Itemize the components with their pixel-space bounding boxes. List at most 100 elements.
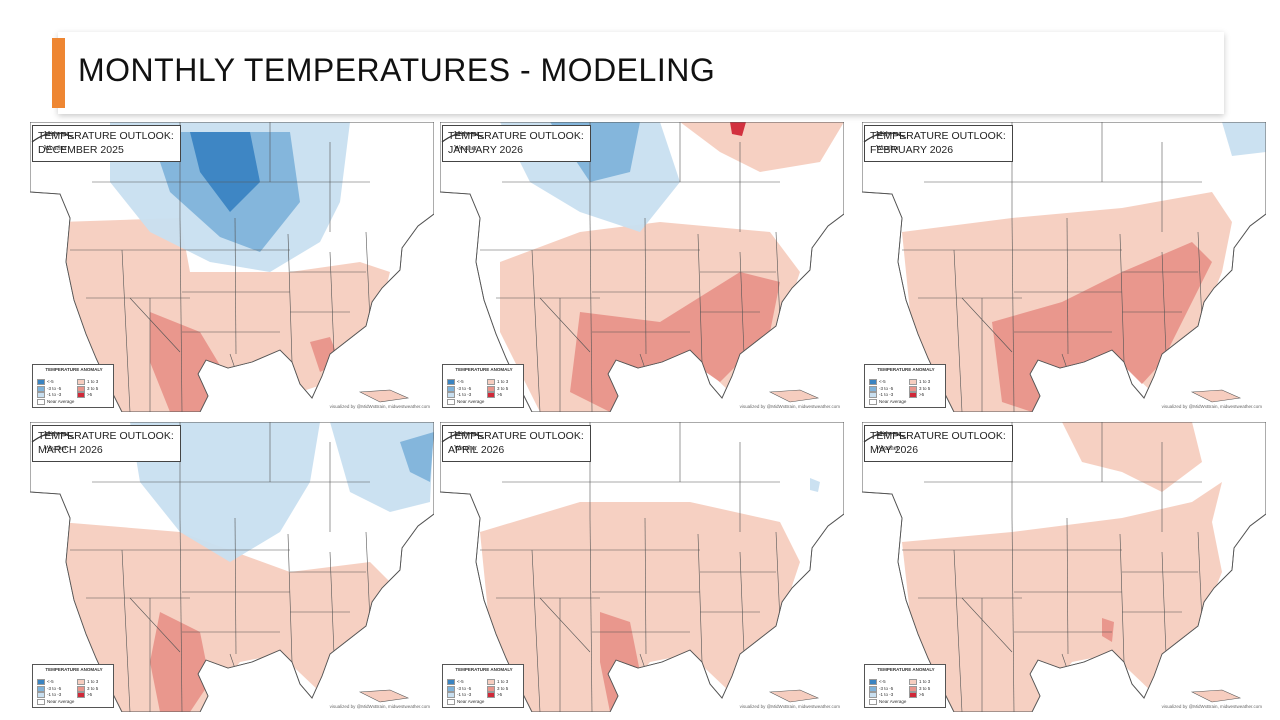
boundary-lines: [480, 422, 781, 712]
anomaly-region-warm-light: [680, 122, 844, 172]
legend-label: 3 to 5: [497, 385, 509, 391]
midwest-weather-logo: Midwest Weather: [31, 130, 75, 152]
outlook-label-month: MAY 2026: [870, 444, 919, 456]
legend-item: <-5: [447, 379, 464, 385]
legend-swatch: [487, 679, 495, 685]
legend-swatch: [487, 385, 495, 392]
legend-item: Near Average: [447, 698, 485, 705]
legend-item: <-5: [37, 379, 54, 385]
legend-item: -3 to -5: [869, 385, 893, 392]
legend-label: Near Average: [47, 398, 75, 404]
legend-label: Near Average: [47, 698, 75, 704]
legend-item: -1 to -3: [869, 692, 893, 698]
legend-label: 1 to 3: [919, 679, 931, 685]
logo-bottom-word: Weather: [44, 144, 68, 152]
legend-label: Near Average: [879, 398, 907, 404]
outlook-label-month: DECEMBER 2025: [38, 144, 124, 156]
legend-swatch: [37, 385, 45, 392]
boundary-line: [775, 231, 781, 323]
boundary-line: [531, 249, 541, 412]
legend-label: >5: [497, 692, 503, 698]
outlook-label-line1: TEMPERATURE OUTLOOK:: [448, 430, 584, 442]
legend-item: >5: [909, 692, 924, 698]
boundary-line: [1119, 533, 1125, 663]
legend-swatch: [77, 385, 85, 392]
legend-swatch: [77, 392, 85, 398]
legend-swatch: [447, 392, 455, 398]
legend-swatch: [447, 379, 455, 385]
map-panel-may-2026: TEMPERATURE OUTLOOK: MAY 2026 TEMPERATUR…: [862, 422, 1266, 712]
legend-item: 1 to 3: [909, 679, 930, 685]
map-credit: visualized by @MidWxBrain, midwestweathe…: [739, 404, 840, 409]
map-panel-february-2026: TEMPERATURE OUTLOOK: FEBRUARY 2026 TEMPE…: [862, 122, 1266, 412]
legend-item: <-5: [869, 379, 886, 385]
legend-swatch: [447, 679, 455, 685]
island: [1190, 689, 1242, 703]
legend-label: 3 to 5: [497, 685, 509, 691]
map-credit: visualized by @MidWxBrain, midwestweathe…: [1161, 404, 1262, 409]
island: [768, 689, 820, 703]
anomaly-region-warm-light: [60, 522, 390, 712]
logo-top-word: Midwest: [44, 130, 69, 138]
legend-swatch: [869, 379, 877, 385]
boundary-line: [121, 249, 131, 412]
slide-title: MONTHLY TEMPERATURES - MODELING: [78, 52, 716, 88]
title-box: [58, 32, 1224, 114]
outlook-label-line1: TEMPERATURE OUTLOOK:: [38, 130, 174, 142]
logo-top-word: Midwest: [454, 430, 479, 438]
legend-swatch: [487, 685, 495, 692]
legend-item: 1 to 3: [487, 679, 508, 685]
logo-bottom-word: Weather: [454, 144, 478, 152]
legend-swatch: [447, 385, 455, 392]
midwest-weather-logo: Midwest Weather: [863, 130, 907, 152]
legend-label: 1 to 3: [919, 379, 931, 385]
boundary-lines: [902, 422, 1203, 712]
boundary-line: [739, 551, 745, 655]
legend-item: -3 to -5: [869, 685, 894, 692]
legend-swatch: [487, 392, 495, 398]
legend-swatch: [447, 692, 455, 698]
legend-label: Near Average: [457, 698, 485, 704]
legend-label: -1 to -3: [457, 392, 472, 398]
logo-bottom-word: Weather: [454, 444, 478, 452]
logo-bottom-word: Weather: [876, 144, 900, 152]
legend-item: <-5: [447, 679, 464, 685]
legend: TEMPERATURE ANOMALY <-5 -3 to -5 -1 to -3 1 …: [32, 364, 114, 408]
legend-label: Near Average: [457, 398, 485, 404]
legend-label: >5: [497, 392, 503, 398]
legend-item: 3 to 5: [909, 685, 930, 692]
anomaly-layer: [60, 422, 434, 712]
anomaly-region-warm-medium: [1102, 618, 1114, 642]
boundary-lines: [70, 122, 371, 412]
legend-swatch: [77, 379, 85, 385]
boundary-line: [589, 217, 593, 412]
legend-title: TEMPERATURE ANOMALY: [45, 367, 103, 372]
map-credit: visualized by @MidWxBrain, midwestweathe…: [1161, 704, 1262, 709]
boundary-line: [287, 233, 293, 363]
logo-swoosh: [31, 432, 75, 443]
temperature-map: [30, 422, 434, 712]
logo-swoosh: [441, 132, 485, 143]
legend-item: <-5: [37, 679, 54, 685]
anomaly-region-warm-medium: [150, 612, 210, 712]
anomaly-region-cold-light: [810, 478, 820, 492]
anomaly-region-cold-medium: [400, 432, 434, 482]
outlook-label: TEMPERATURE OUTLOOK: MARCH 2026: [32, 425, 181, 462]
legend-item: -3 to -5: [447, 685, 471, 692]
legend-swatch: [487, 692, 495, 698]
legend-item: 3 to 5: [487, 385, 509, 392]
boundary-line: [644, 517, 647, 655]
legend-label: -3 to -5: [47, 385, 62, 391]
legend-swatch: [77, 679, 85, 685]
logo-top-word: Midwest: [876, 430, 901, 438]
boundary-line: [589, 517, 593, 712]
midwest-weather-logo: Midwest Weather: [441, 430, 485, 452]
boundary-line: [129, 597, 181, 653]
legend-label: -3 to -5: [879, 685, 894, 691]
legend-label: -3 to -5: [457, 385, 472, 391]
outlook-label-line1: TEMPERATURE OUTLOOK:: [448, 130, 584, 142]
boundary-line: [739, 251, 745, 355]
anomaly-region-cold-light: [1222, 122, 1266, 156]
legend-item: 3 to 5: [77, 685, 98, 692]
logo-swoosh: [441, 432, 485, 443]
